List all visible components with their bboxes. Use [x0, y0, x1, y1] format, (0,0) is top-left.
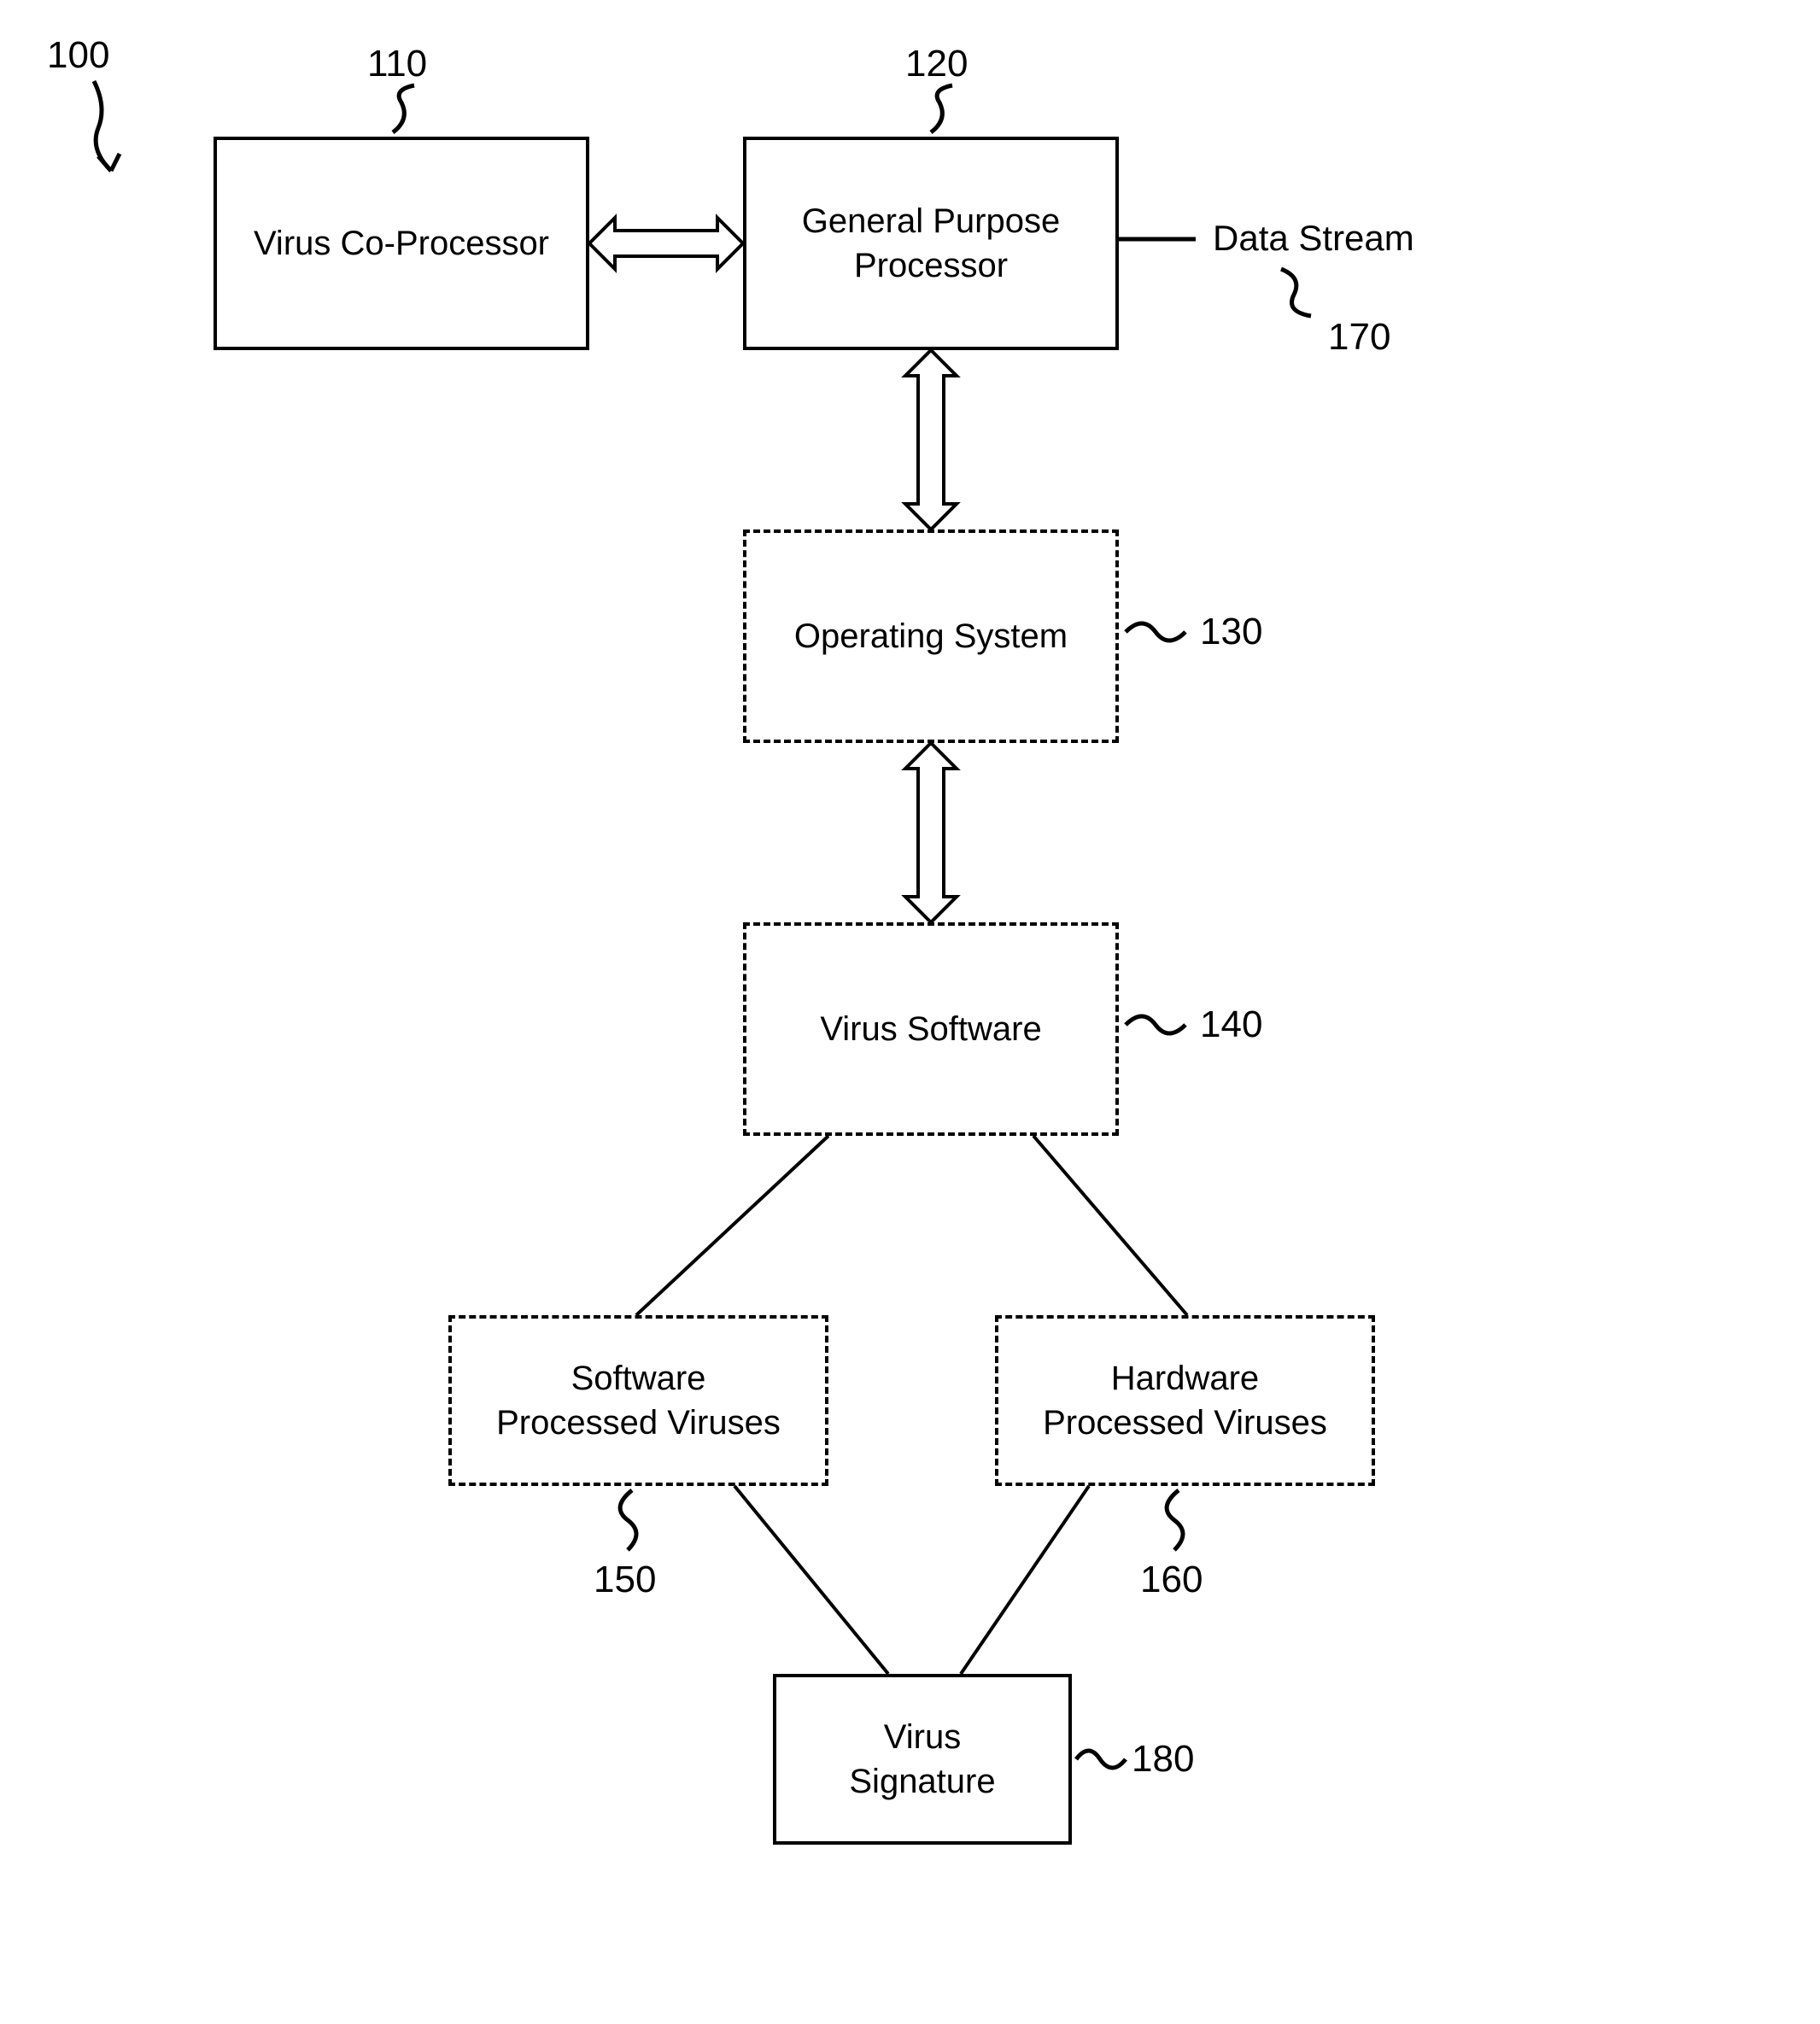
- node-swproc: Software Processed Viruses: [448, 1315, 828, 1486]
- node-coprocessor-label: Virus Co-Processor: [254, 221, 549, 266]
- node-swproc-label: Software Processed Viruses: [496, 1356, 781, 1445]
- ref-140: 140: [1200, 1003, 1262, 1046]
- line-vsoft-hw: [1033, 1136, 1290, 1264]
- node-vsoft: Virus Software: [743, 922, 1119, 1136]
- label-data-stream: Data Stream: [1213, 218, 1414, 259]
- ref-120: 120: [905, 43, 968, 85]
- ref-170: 170: [1328, 316, 1390, 359]
- node-os-label: Operating System: [794, 614, 1068, 658]
- ref-100: 100: [47, 34, 109, 77]
- node-hwproc: Hardware Processed Viruses: [995, 1315, 1375, 1486]
- node-sig: Virus Signature: [773, 1674, 1072, 1845]
- squiggle-110: [393, 85, 649, 214]
- ref-150: 150: [594, 1559, 656, 1601]
- squiggle-180: [1076, 1746, 1332, 1875]
- squiggle-120: [931, 85, 1187, 214]
- line-sw-sig: [734, 1486, 991, 1614]
- node-vsoft-label: Virus Software: [820, 1007, 1041, 1051]
- node-sig-label: Virus Signature: [849, 1715, 995, 1804]
- line-vsoft-sw: [636, 1136, 892, 1264]
- ref-130: 130: [1200, 611, 1262, 653]
- node-hwproc-label: Hardware Processed Viruses: [1043, 1356, 1327, 1445]
- squiggle-170: [1281, 269, 1537, 397]
- ref-110: 110: [367, 43, 427, 85]
- line-hw-sig: [961, 1486, 1217, 1614]
- arrow-gpp-os: [905, 350, 1162, 478]
- ref-180: 180: [1132, 1738, 1194, 1781]
- arrow-os-vsoft: [905, 743, 1162, 871]
- arrow-cp-gpp: [589, 218, 846, 346]
- node-os: Operating System: [743, 529, 1119, 743]
